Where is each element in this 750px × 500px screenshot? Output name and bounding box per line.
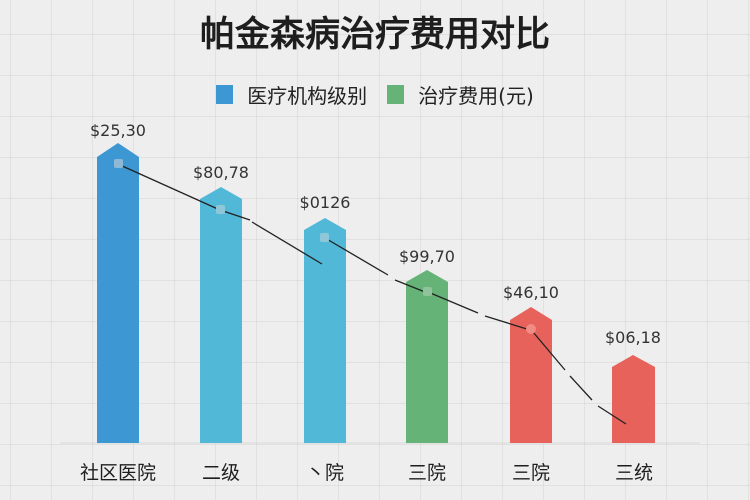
chart-title: 帕金森病治疗费用对比: [199, 15, 550, 55]
legend-item-treatment-cost: 治疗费用(元): [387, 80, 534, 109]
chart-legend: 医疗机构级别 治疗费用(元): [0, 80, 750, 109]
legend-label: 治疗费用(元): [418, 84, 534, 108]
point-marker: [114, 159, 123, 168]
point-marker: [423, 287, 432, 296]
bar-2: [200, 187, 242, 443]
legend-item-institution-level: 医疗机构级别: [216, 80, 367, 109]
category-label-3: 丶院: [305, 462, 344, 484]
category-label-4: 三院: [407, 462, 446, 484]
bar-4: [406, 270, 448, 443]
value-label-5: $46,10: [503, 283, 559, 302]
bar-3: [304, 218, 346, 443]
value-label-4: $99,70: [399, 247, 455, 266]
category-label-1: 社区医院: [79, 462, 156, 484]
trend-line: [119, 164, 627, 425]
value-label-3: $0126: [300, 193, 351, 212]
point-marker: [216, 205, 225, 214]
bar-1: [97, 143, 139, 443]
legend-swatch-green: [387, 85, 405, 104]
bar-5: [510, 307, 552, 443]
legend-label: 医疗机构级别: [247, 84, 368, 108]
bar-6: [612, 355, 655, 443]
point-marker: [526, 324, 536, 334]
category-label-5: 三院: [511, 462, 550, 484]
value-label-2: $80,78: [193, 163, 249, 182]
legend-swatch-blue: [216, 85, 234, 104]
category-label-6: 三统: [614, 462, 653, 484]
category-label-2: 二级: [201, 462, 240, 484]
point-marker: [320, 233, 329, 242]
trend-markers: [114, 159, 536, 334]
value-label-6: $06,18: [605, 328, 661, 347]
value-label-1: $25,30: [90, 121, 146, 140]
